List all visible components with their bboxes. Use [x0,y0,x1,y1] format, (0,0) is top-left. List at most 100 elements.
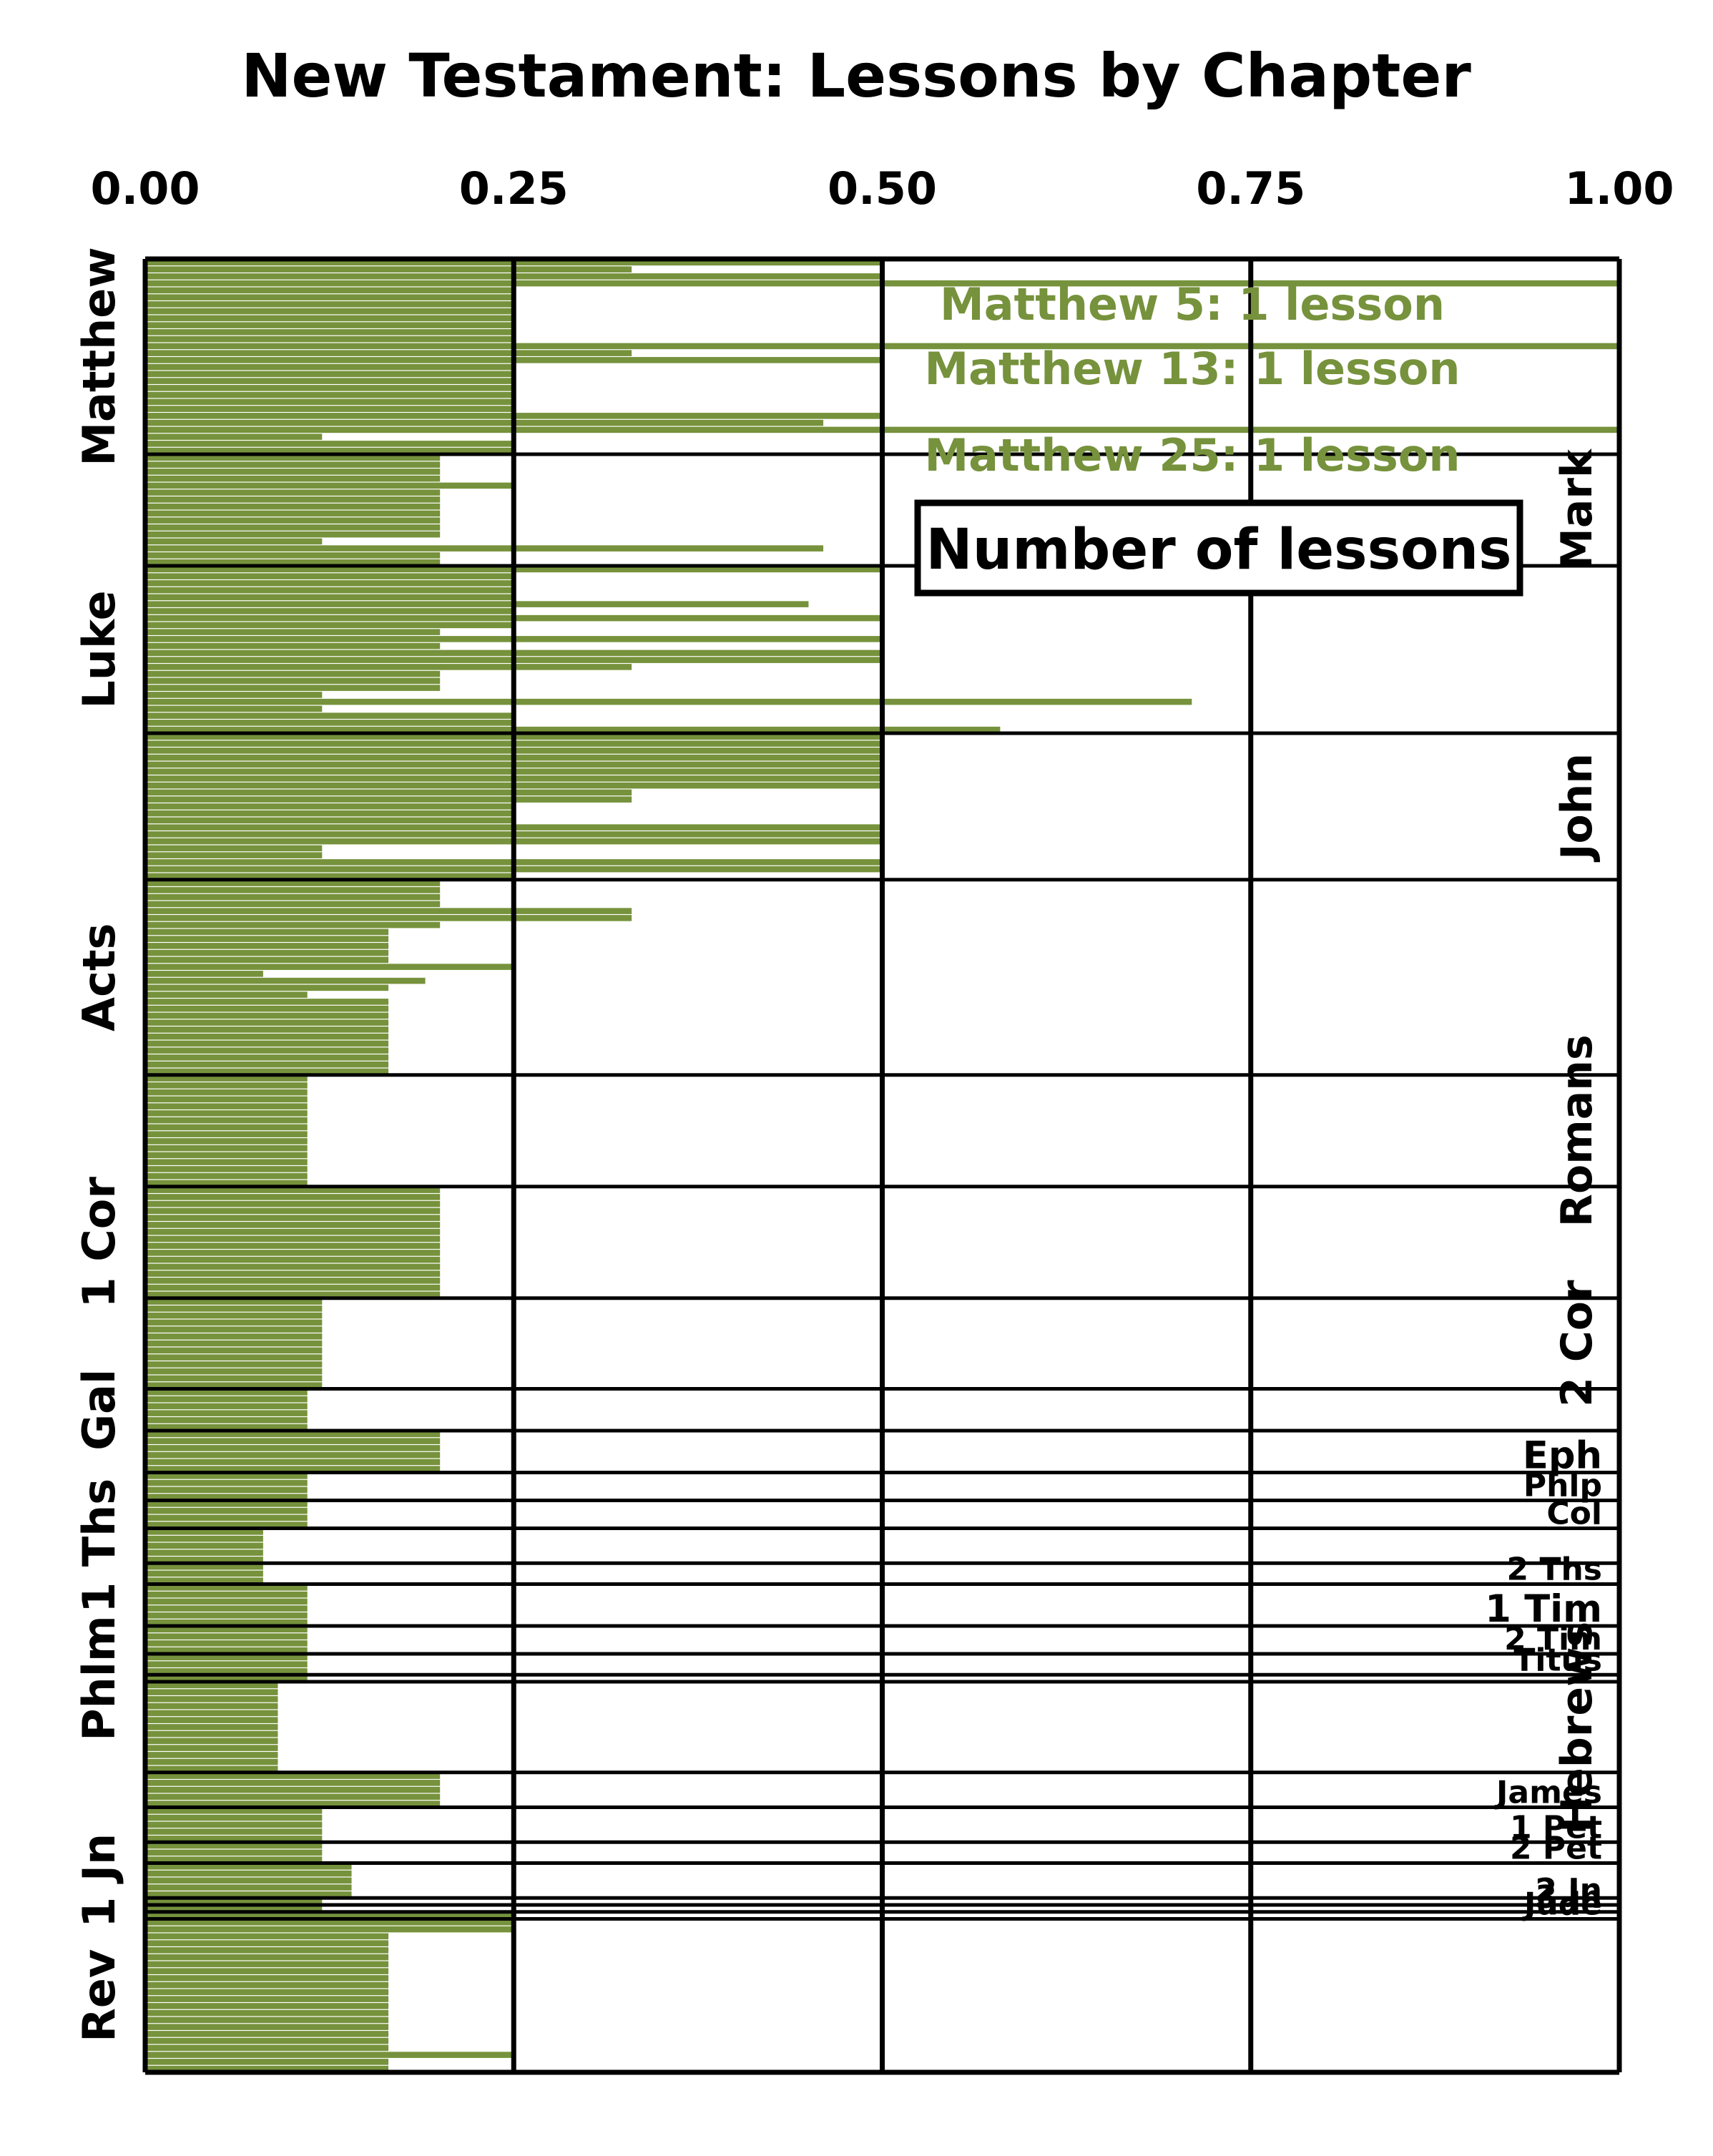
bar [145,705,323,712]
bar [145,1647,308,1654]
bar [145,1291,441,1298]
bar [145,2059,389,2065]
bar [145,1702,278,1710]
book-labels: Matthew Mark Luke John Acts Romans 1 Cor 2 Cor G… [73,247,1602,2042]
bar [145,391,514,398]
bar [145,1494,308,1500]
bar [145,1410,308,1416]
bar [145,670,441,677]
bar [145,845,323,852]
bar [145,908,632,914]
bar [145,1689,278,1695]
book-label: 2 Cor [1552,1280,1602,1407]
bar [145,1570,263,1577]
bar [145,1138,308,1145]
bar [145,1710,278,1717]
book-separators [145,452,1619,1921]
bar [145,335,514,343]
bar [145,1061,389,1068]
bar [145,977,426,984]
bar [145,350,632,356]
bar [145,419,824,426]
bar [145,2065,389,2072]
bar [145,301,514,308]
annotation-label: Matthew 25: 1 lesson [924,429,1460,481]
book-label: Gal [73,1369,125,1451]
bar [145,1563,263,1570]
bar [145,1814,323,1821]
bar [145,1403,308,1410]
bar [145,608,514,614]
bar [145,1981,389,1989]
bar [145,726,1001,733]
bar [145,1187,441,1193]
book-label: 1 Ths [73,1479,125,1613]
bar [145,510,441,517]
bar [145,371,514,378]
bar [145,1466,441,1472]
bar [145,1758,278,1765]
bar [145,580,514,587]
bar [145,1730,278,1738]
book-label: 1 Tim [1485,1587,1602,1631]
bar [145,1598,308,1605]
bar [145,1479,308,1486]
bar [145,601,809,607]
bar [145,1110,308,1117]
x-tick-label: 0.25 [459,162,569,215]
annotations: Matthew 5: 1 lesson Matthew 13: 1 lesson M… [924,278,1460,481]
bar [145,1333,323,1340]
bar [145,1668,308,1675]
bar [145,496,441,503]
bar [145,991,308,998]
series-label-frame [914,499,1523,597]
bar [145,1250,441,1256]
bar [145,1996,389,2002]
bar [145,1082,308,1089]
bar [145,433,323,440]
x-axis-ticks: 0.00 0.25 0.50 0.75 1.00 [91,162,1674,215]
bar [145,1654,308,1661]
bar [145,1298,323,1305]
book-label: Phlm [73,1615,125,1740]
bar [145,482,514,489]
bar [145,1842,323,1849]
bar [145,1263,441,1270]
bar [145,1619,308,1626]
bar [145,1849,323,1856]
bar [145,1507,308,1514]
bar [145,1194,441,1200]
bar [145,1828,323,1835]
series-label-box: Number of lessons [914,499,1523,597]
bar [145,677,441,685]
bar [145,1940,389,1946]
bar [145,1549,263,1556]
bar [145,1375,323,1382]
bar [145,2017,389,2024]
bar [145,1891,352,1898]
bar [145,1445,441,1451]
bar [145,1745,278,1751]
bar [145,642,441,650]
bar [145,1514,308,1522]
bar [145,1396,308,1403]
bar [145,461,441,468]
bar [145,1424,308,1431]
bar [145,1075,308,1082]
bar [145,1096,308,1103]
bar [145,685,441,691]
book-label: Mark [1552,448,1602,571]
bar [145,1180,308,1187]
x-tick-label: 1.00 [1565,162,1674,215]
bar [145,469,441,475]
bar [145,1256,441,1263]
bar [145,664,632,670]
bar [145,1305,323,1312]
bar [145,1012,389,1019]
bar [145,489,441,496]
book-label: Romans [1552,1034,1602,1227]
bar [145,1605,308,1612]
bar [145,1326,323,1333]
bar [145,1522,308,1528]
book-label: Eph [1523,1434,1602,1478]
